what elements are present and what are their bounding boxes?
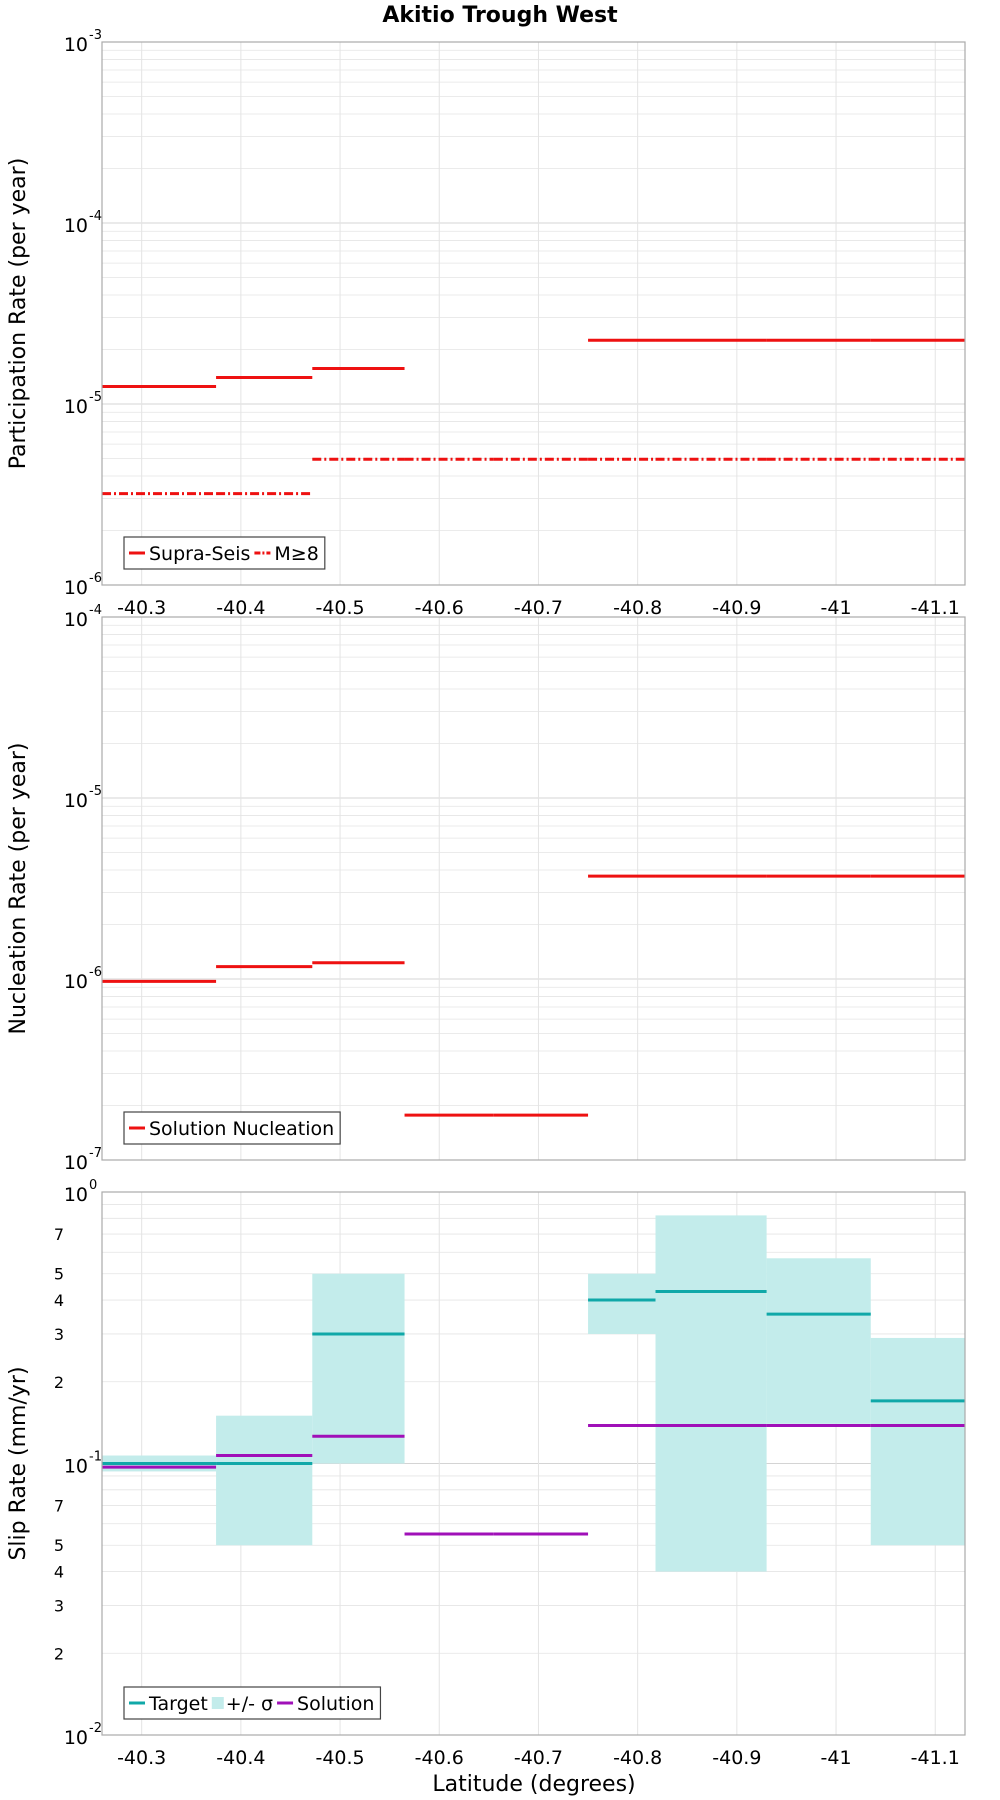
sigma-band: [216, 1415, 313, 1546]
chart-title: Akitio Trough West: [382, 3, 618, 28]
y-tick-exponent: 0: [89, 1178, 97, 1193]
legend: Supra-Seis M≥8: [123, 536, 326, 570]
x-tick-label: -40.5: [315, 1747, 364, 1769]
x-tick-label: -40.5: [315, 597, 364, 619]
y-tick-label: 10: [64, 1152, 88, 1174]
x-tick-label: -40.3: [117, 597, 166, 619]
sigma-band: [870, 1337, 965, 1546]
y-tick-label: 10: [64, 1184, 88, 1206]
x-tick-label: -41.1: [911, 597, 960, 619]
y-minor-tick-label: 4: [54, 1291, 64, 1310]
plot-frame: [101, 41, 966, 586]
y-tick-exponent: -5: [89, 784, 102, 799]
legend-label: +/- σ: [226, 1693, 273, 1715]
y-tick-label: 10: [64, 215, 88, 237]
y-minor-tick-label: 7: [54, 1225, 64, 1244]
x-tick-label: -40.6: [415, 1747, 464, 1769]
legend: Target +/- σ Solution: [123, 1686, 382, 1720]
legend-label: Target: [148, 1693, 208, 1715]
x-tick-label: -41: [821, 1747, 852, 1769]
legend-label: Supra-Seis: [149, 543, 250, 565]
y-tick-label: 10: [64, 34, 88, 56]
sigma-band: [588, 1273, 656, 1334]
y-tick-label: 10: [64, 609, 88, 631]
y-tick-exponent: -7: [89, 1146, 102, 1161]
x-tick-label: -40.7: [514, 597, 563, 619]
x-tick-label: -40.9: [712, 597, 761, 619]
y-minor-tick-label: 5: [54, 1536, 64, 1555]
y-tick-exponent: -5: [89, 390, 102, 405]
y-tick-exponent: -4: [89, 603, 102, 618]
y-minor-tick-label: 3: [54, 1596, 64, 1615]
y-tick-label: 10: [64, 1456, 88, 1478]
y-tick-label: 10: [64, 396, 88, 418]
legend-label: Solution Nucleation: [149, 1118, 334, 1140]
x-tick-label: -40.6: [415, 597, 464, 619]
x-tick-label: -41: [821, 597, 852, 619]
y-tick-exponent: -3: [89, 28, 102, 43]
legend-label: M≥8: [274, 543, 318, 565]
x-tick-label: -41.1: [911, 1747, 960, 1769]
y-tick-label: 10: [64, 790, 88, 812]
x-tick-label: -40.4: [216, 597, 265, 619]
y-axis-label: Participation Rate (per year): [6, 158, 31, 470]
y-minor-tick-label: 2: [54, 1644, 64, 1663]
y-tick-exponent: -1: [89, 1450, 102, 1465]
legend-box: [123, 1686, 382, 1720]
y-axis-label: Nucleation Rate (per year): [6, 743, 31, 1035]
x-axis-label: Latitude (degrees): [432, 1772, 635, 1797]
sigma-band: [655, 1215, 767, 1572]
y-tick-exponent: -6: [89, 571, 102, 586]
x-tick-label: -40.9: [712, 1747, 761, 1769]
y-tick-exponent: -6: [89, 965, 102, 980]
y-minor-tick-label: 5: [54, 1265, 64, 1284]
x-tick-label: -40.8: [613, 597, 662, 619]
y-minor-tick-label: 2: [54, 1373, 64, 1392]
x-tick-label: -40.3: [117, 1747, 166, 1769]
x-tick-label: -40.4: [216, 1747, 265, 1769]
legend-box: [123, 1111, 341, 1145]
y-axis-label: Slip Rate (mm/yr): [6, 1366, 31, 1560]
legend: Solution Nucleation: [123, 1111, 341, 1145]
x-tick-label: -40.8: [613, 1747, 662, 1769]
legend-box: [123, 536, 326, 570]
y-minor-tick-label: 7: [54, 1497, 64, 1516]
y-minor-tick-label: 4: [54, 1563, 64, 1582]
y-tick-label: 10: [64, 1727, 88, 1749]
legend-swatch: [211, 1697, 224, 1709]
sigma-band: [312, 1273, 405, 1464]
y-tick-label: 10: [64, 577, 88, 599]
y-tick-exponent: -2: [89, 1721, 102, 1736]
y-minor-tick-label: 3: [54, 1325, 64, 1344]
plot-frame: [101, 616, 966, 1161]
plot-frame: [101, 1191, 966, 1736]
legend-label: Solution: [297, 1693, 374, 1715]
y-tick-label: 10: [64, 971, 88, 993]
y-tick-exponent: -4: [89, 209, 102, 224]
x-tick-label: -40.7: [514, 1747, 563, 1769]
sigma-band: [766, 1258, 871, 1424]
